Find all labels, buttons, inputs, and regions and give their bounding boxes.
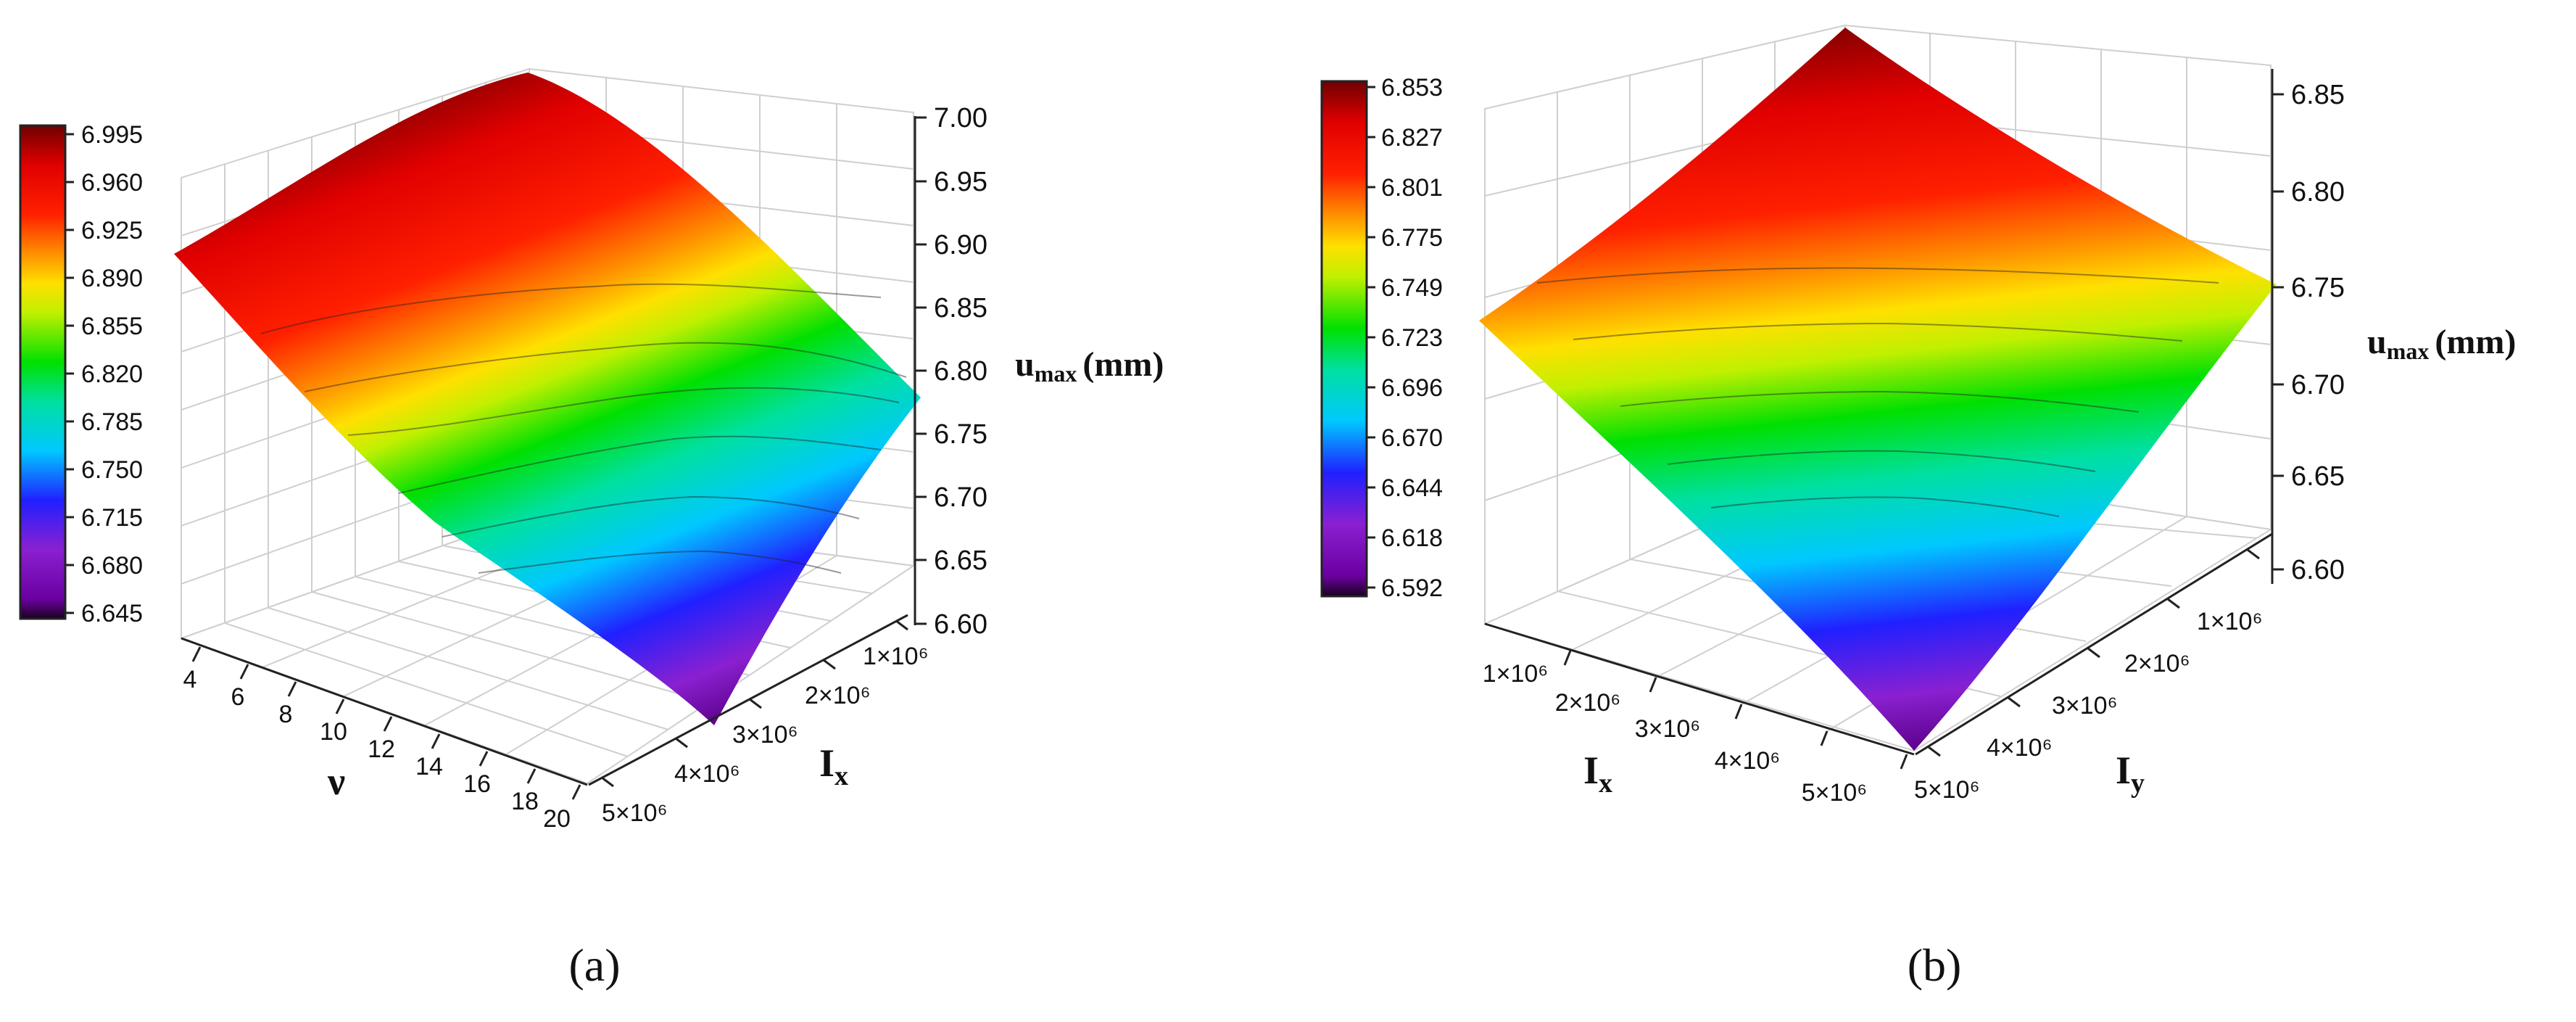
- panel-b-z-tick: 6.75: [2291, 273, 2345, 303]
- panel-a-nu-tick: 14: [415, 753, 443, 780]
- panel-a-ix-axis: [588, 614, 908, 788]
- panel-b-ix-tick: 1×10⁶: [1483, 660, 1549, 688]
- panel-b-cbar-label: 6.670: [1381, 424, 1443, 452]
- panel-a-colorbar: [19, 124, 67, 620]
- panel-b-z-tick: 6.70: [2291, 370, 2345, 400]
- panel-a-cbar-label: 6.995: [81, 121, 143, 149]
- panel-a-cbar-label: 6.645: [81, 600, 143, 627]
- panel-a-cbar-label: 6.925: [81, 217, 143, 244]
- panel-b-cbar-label: 6.827: [1381, 124, 1443, 152]
- panel-a-ix-tick: 4×10⁶: [674, 760, 740, 788]
- panel-b-iy-tick: 4×10⁶: [1987, 734, 2053, 762]
- panel-b-cbar-label: 6.592: [1381, 574, 1443, 602]
- panel-b-colorbar-ticks: [1367, 86, 1375, 589]
- panel-b-ix-tick: 4×10⁶: [1715, 747, 1781, 775]
- panel-b-cbar-label: 6.644: [1381, 474, 1443, 502]
- panel-a-nu-tick: 20: [543, 805, 571, 833]
- panel-b-cbar-label: 6.723: [1381, 324, 1443, 352]
- panel-b-cbar-label: 6.696: [1381, 374, 1443, 402]
- panel-a-z-tick: 6.80: [934, 356, 987, 387]
- panel-b-colorbar: [1320, 80, 1368, 598]
- panel-b-cbar-label: 6.618: [1381, 524, 1443, 552]
- panel-b-iy-tick: 2×10⁶: [2124, 650, 2190, 677]
- panel-a-nu-tick: 10: [320, 718, 347, 746]
- panel-a-label: (a): [568, 939, 620, 991]
- panel-a-nu-tick: 16: [463, 770, 491, 798]
- panel-b-cbar-label: 6.853: [1381, 74, 1443, 102]
- panel-b-cbar-label: 6.749: [1381, 274, 1443, 302]
- panel-a: 6.995 6.960 6.925 6.890 6.855 6.820 6.78…: [19, 67, 1164, 991]
- panel-a-surface: [174, 73, 921, 725]
- panel-b-ix-tick: 3×10⁶: [1635, 715, 1701, 743]
- panel-b-ix-axis: [1484, 622, 1915, 770]
- panel-b-contours: [1536, 267, 2219, 517]
- panel-a-cbar-label: 6.715: [81, 504, 143, 532]
- panel-a-nu-tick: 18: [511, 788, 539, 815]
- panel-b-z-tick: 6.80: [2291, 177, 2345, 207]
- panel-a-ix-tick: 2×10⁶: [805, 682, 871, 709]
- panel-a-colorbar-ticks: [65, 133, 74, 614]
- panel-b-ix-tick: 5×10⁶: [1802, 779, 1868, 807]
- panel-a-z-tick: 6.95: [934, 167, 987, 197]
- panel-b-surface: [1479, 28, 2277, 751]
- panel-b-label: (b): [1908, 939, 1962, 991]
- panel-b-z-tick: 6.65: [2291, 461, 2345, 492]
- panel-a-z-tick: 6.60: [934, 609, 987, 640]
- panel-a-ix-tick: 1×10⁶: [863, 643, 929, 670]
- panel-a-z-tick: 6.70: [934, 482, 987, 513]
- panel-a-cbar-label: 6.890: [81, 265, 143, 292]
- panel-b-iy-tick: 1×10⁶: [2197, 608, 2263, 635]
- panel-a-nu-tick: 4: [183, 666, 197, 693]
- panel-a-ix-title: Ix: [819, 741, 848, 791]
- panel-a-nu-tick: 8: [279, 701, 293, 728]
- panel-b-z-tick: 6.60: [2291, 555, 2345, 585]
- panel-a-nu-title: ν: [327, 759, 345, 803]
- panel-a-ix-tick: 3×10⁶: [732, 721, 798, 749]
- panel-b-cbar-label: 6.801: [1381, 174, 1443, 202]
- panel-b-z-title: umax (mm): [2367, 323, 2516, 364]
- panel-b-z-tick: 6.85: [2291, 80, 2345, 110]
- panel-a-nu-tick: 12: [368, 735, 395, 763]
- panel-a-z-axis: [914, 116, 927, 625]
- panel-a-z-tick: 7.00: [934, 103, 987, 133]
- panel-a-z-title: umax (mm): [1015, 345, 1164, 387]
- panel-a-nu-tick: 6: [231, 683, 245, 711]
- panel-a-cbar-label: 6.680: [81, 552, 143, 580]
- panel-a-z-tick: 6.75: [934, 419, 987, 450]
- panel-b-iy-axis: [1915, 532, 2273, 757]
- panel-b-z-axis: [2271, 69, 2284, 584]
- panel-a-z-tick: 6.65: [934, 545, 987, 576]
- panel-b-ix-title: Ix: [1583, 749, 1612, 799]
- panel-b-iy-tick: 5×10⁶: [1914, 776, 1980, 804]
- panel-a-z-tick: 6.85: [934, 293, 987, 324]
- panel-a-contours: [260, 283, 907, 574]
- panel-a-cbar-label: 6.750: [81, 456, 143, 484]
- panel-b: 6.853 6.827 6.801 6.775 6.749 6.723 6.69…: [1320, 24, 2516, 991]
- panel-a-cbar-label: 6.855: [81, 313, 143, 340]
- panel-b-iy-tick: 3×10⁶: [2052, 692, 2118, 720]
- panel-a-ix-tick: 5×10⁶: [602, 799, 668, 827]
- panel-b-ix-tick: 2×10⁶: [1555, 689, 1621, 717]
- panel-a-cbar-label: 6.960: [81, 169, 143, 197]
- panel-b-iy-title: Iy: [2116, 749, 2145, 799]
- panel-b-cbar-label: 6.775: [1381, 224, 1443, 252]
- panel-a-z-tick: 6.90: [934, 230, 987, 260]
- panel-a-nu-axis: [181, 637, 588, 800]
- panel-a-cbar-label: 6.820: [81, 360, 143, 388]
- panel-a-cbar-label: 6.785: [81, 408, 143, 436]
